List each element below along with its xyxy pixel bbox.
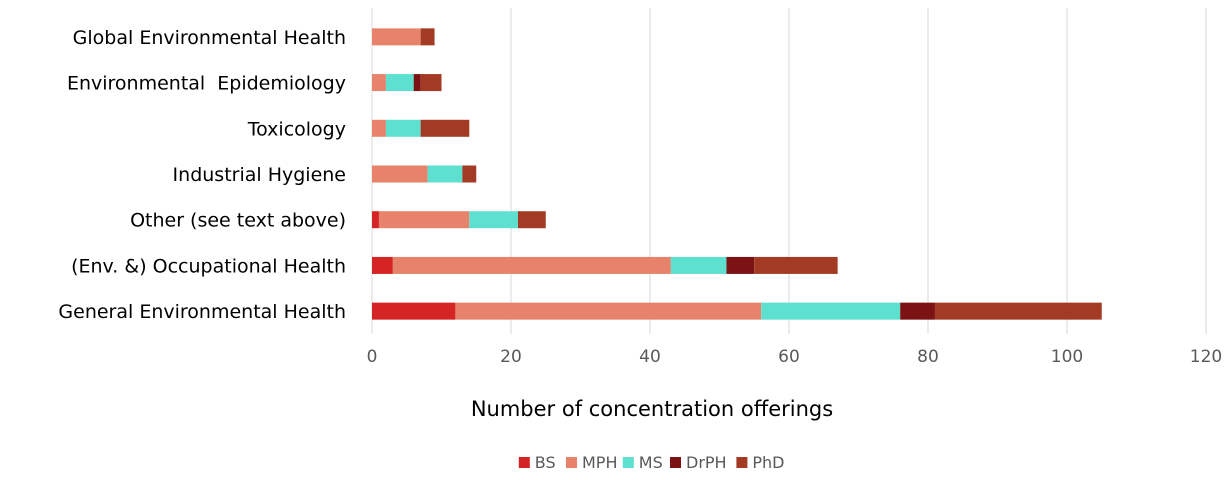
bar-segment-phd <box>934 302 1102 320</box>
legend-label-ms: MS <box>639 453 663 472</box>
bar-segment-mph <box>392 256 671 274</box>
bar-segment-phd <box>754 256 838 274</box>
legend-swatch-ms <box>622 457 634 468</box>
bar-segment-bs <box>372 256 393 274</box>
legend-label-bs: BS <box>535 453 556 472</box>
bar-segment-phd <box>420 74 442 92</box>
category-label: Other (see text above) <box>130 210 346 232</box>
bar-segment-ms <box>427 165 463 183</box>
x-tick-label: 60 <box>778 347 800 367</box>
gridlines <box>371 8 1207 334</box>
x-tick-labels: 0 20 40 60 80 100 120 <box>367 347 1223 367</box>
bar-segment-bs <box>372 211 379 229</box>
legend-swatch-phd <box>736 457 748 468</box>
bar-segment-ms <box>385 119 421 137</box>
bar-segment-mph <box>372 28 421 46</box>
category-label: General Environmental Health <box>58 301 346 323</box>
category-label: Global Environmental Health <box>73 27 346 49</box>
bar-segment-drph <box>726 256 755 274</box>
category-label: (Env. &) Occupational Health <box>71 255 346 277</box>
x-axis-title: Number of concentration offerings <box>471 397 833 421</box>
bar-segment-phd <box>420 28 435 46</box>
legend-label-drph: DrPH <box>686 453 727 472</box>
bar-segment-phd <box>420 119 470 137</box>
x-tick-label: 20 <box>500 347 522 367</box>
legend-swatch-drph <box>670 457 681 468</box>
bar-segment-mph <box>372 119 386 137</box>
bar-segment-ms <box>469 211 518 229</box>
x-tick-label: 100 <box>1051 347 1083 367</box>
bar-segment-bs <box>372 302 456 320</box>
category-label: Toxicology <box>247 118 346 140</box>
bar-segment-drph <box>900 302 935 320</box>
bar-segment-ms <box>670 256 727 274</box>
legend-swatch-bs <box>518 457 530 468</box>
bar-segment-drph <box>413 74 421 92</box>
legend: BS MPH MS DrPH PhD <box>518 453 785 472</box>
bar-segment-phd <box>462 165 477 183</box>
category-label: Environmental Epidemiology <box>67 73 346 95</box>
bar-segment-mph <box>372 165 428 183</box>
bar-segment-phd <box>517 211 546 229</box>
bar-segment-ms <box>761 302 901 320</box>
x-tick-label: 80 <box>917 347 939 367</box>
legend-label-mph: MPH <box>582 453 617 472</box>
bar-segment-ms <box>385 74 414 92</box>
bars <box>372 28 1102 320</box>
legend-label-phd: PhD <box>752 453 784 472</box>
category-label: Industrial Hygiene <box>173 164 346 186</box>
legend-swatch-mph <box>566 457 577 468</box>
x-tick-label: 0 <box>367 347 378 367</box>
bar-segment-mph <box>455 302 762 320</box>
x-tick-label: 40 <box>639 347 661 367</box>
bar-segment-mph <box>378 211 470 229</box>
category-labels: Global Environmental Health Environmental… <box>58 27 346 323</box>
bar-segment-mph <box>372 74 386 92</box>
x-tick-label: 120 <box>1190 347 1222 367</box>
